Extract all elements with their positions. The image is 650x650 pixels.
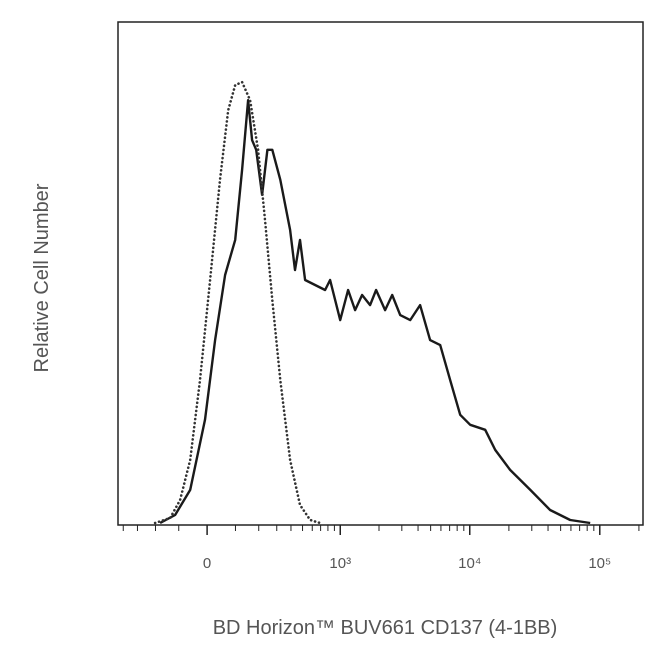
histogram-line bbox=[159, 99, 591, 525]
x-tick-label: 10⁵ bbox=[588, 555, 611, 572]
plot-frame bbox=[117, 21, 644, 526]
x-tick-label: 10³ bbox=[329, 555, 351, 572]
y-axis-label: Relative Cell Number bbox=[31, 183, 53, 372]
x-tick-label: 10⁴ bbox=[458, 555, 481, 572]
x-tick-label: 0 bbox=[203, 555, 211, 572]
x-axis-label: BD Horizon™ BUV661 CD137 (4-1BB) bbox=[213, 617, 558, 639]
histogram-line bbox=[153, 80, 322, 525]
